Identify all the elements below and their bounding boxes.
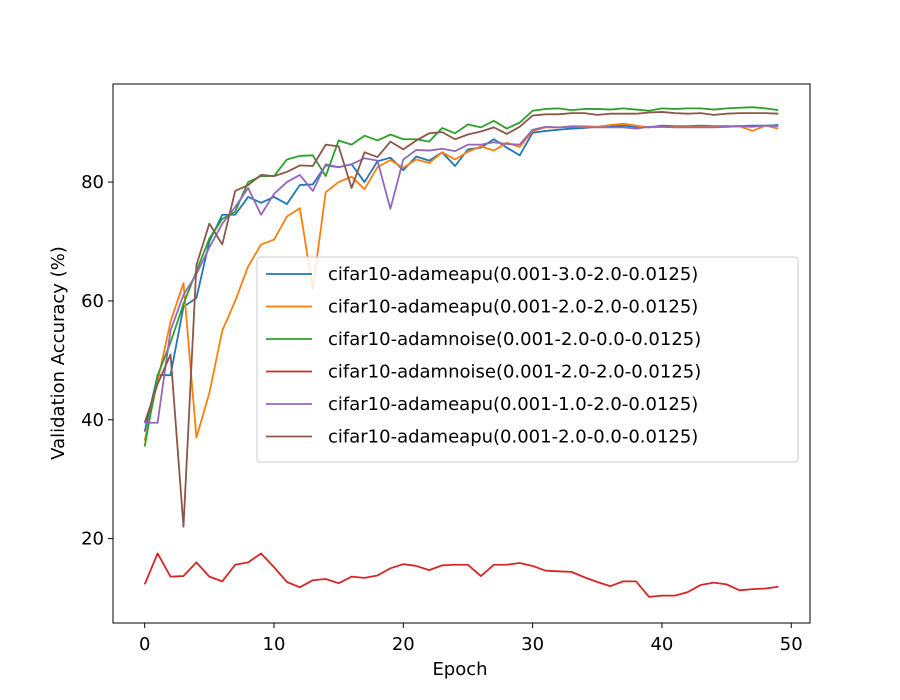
legend: cifar10-adameapu(0.001-3.0-2.0-0.0125) ci…	[256, 256, 799, 463]
series-line-5	[144, 124, 779, 424]
x-tick-label: 10	[263, 634, 286, 655]
series-layer	[143, 106, 779, 598]
x-axis-ticks: 0 10 20 30 40 50	[139, 623, 803, 655]
y-tick-label: 60	[81, 291, 104, 312]
y-tick-label: 20	[81, 529, 104, 550]
series-line-3	[143, 106, 779, 447]
x-tick-label: 0	[139, 634, 150, 655]
series-line-6	[143, 111, 779, 528]
x-tick-label: 50	[780, 634, 803, 655]
x-tick-label: 40	[650, 634, 673, 655]
x-tick-label: 30	[521, 634, 544, 655]
y-tick-label: 80	[81, 172, 104, 193]
x-axis-label: Epoch	[432, 659, 487, 680]
y-axis-ticks: 20 40 60 80	[81, 172, 113, 550]
legend-entry: cifar10-adameapu(0.001-2.0-2.0-0.0125)	[328, 297, 698, 318]
legend-entry: cifar10-adameapu(0.001-3.0-2.0-0.0125)	[328, 264, 698, 285]
series-line-4	[143, 552, 779, 598]
y-tick-label: 40	[81, 410, 104, 431]
legend-box	[256, 256, 799, 463]
legend-entry: cifar10-adamnoise(0.001-2.0-0.0-0.0125)	[328, 329, 701, 350]
y-axis-label: Validation Accuracy (%)	[48, 246, 69, 460]
legend-entry: cifar10-adameapu(0.001-2.0-0.0-0.0125)	[328, 427, 698, 448]
legend-entry: cifar10-adamnoise(0.001-2.0-2.0-0.0125)	[328, 362, 701, 383]
legend-entry: cifar10-adameapu(0.001-1.0-2.0-0.0125)	[328, 394, 698, 415]
axes-frame	[112, 83, 811, 624]
plot-area	[112, 83, 811, 624]
x-tick-label: 20	[392, 634, 415, 655]
